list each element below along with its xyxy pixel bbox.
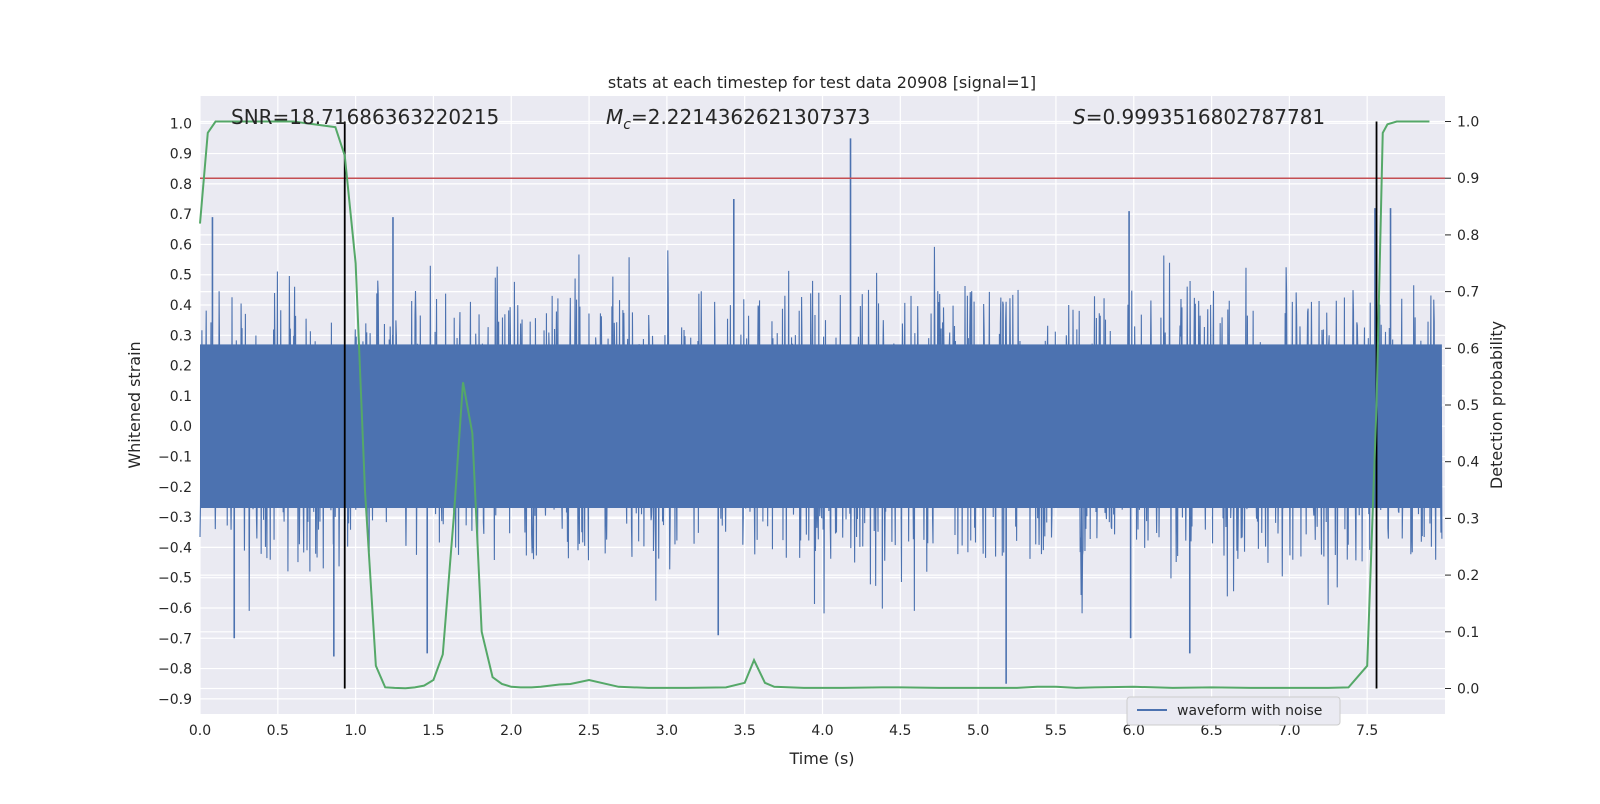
- y-tick-label: −0.9: [158, 692, 192, 708]
- y2-tick-label: 0.4: [1457, 455, 1479, 471]
- y2-tick-label: 0.2: [1457, 568, 1479, 584]
- y-tick-labels: 1.0 0.9 0.8 0.7 0.6 0.5 0.4 0.3 0.2 0.1 0.0 −0.1 −0.…: [158, 116, 192, 708]
- chart-title: stats at each timestep for test data 209…: [608, 73, 1036, 92]
- x-tick-label: 3.0: [656, 723, 678, 739]
- y-tick-label: −0.8: [158, 662, 192, 678]
- waveform-core-band: [200, 344, 1442, 508]
- y2-tick-label: 0.0: [1457, 681, 1479, 697]
- y2-tick-label: 0.6: [1457, 341, 1479, 357]
- y-tick-label: 0.7: [170, 207, 192, 223]
- y-tick-label: −0.5: [158, 571, 192, 587]
- y2-tick-label: 0.5: [1457, 398, 1479, 414]
- y-tick-label: 0.5: [170, 268, 192, 284]
- chirp-mass-subscript: c: [623, 117, 631, 133]
- score-value: =0.9993516802787781: [1086, 105, 1325, 129]
- y-tick-label: 1.0: [170, 116, 192, 132]
- snr-annotation: SNR=18.71686363220215: [231, 105, 499, 129]
- y2-tick-label: 0.3: [1457, 511, 1479, 527]
- x-tick-label: 2.0: [500, 723, 522, 739]
- x-tick-labels: 0.0 0.5 1.0 1.5 2.0 2.5 3.0 3.5 4.0 4.5 5.0 5.5 6.0 6…: [189, 723, 1378, 739]
- x-tick-label: 0.5: [267, 723, 289, 739]
- y2-tick-label: 0.9: [1457, 171, 1479, 187]
- y-tick-label: −0.3: [158, 510, 192, 526]
- y2-tick-labels: 1.0 0.9 0.8 0.7 0.6 0.5 0.4 0.3 0.2 0.1 0.0: [1445, 115, 1479, 697]
- x-tick-label: 3.5: [734, 723, 756, 739]
- x-tick-label: 1.0: [344, 723, 366, 739]
- probability-line: [199, 120, 1430, 690]
- y-tick-label: 0.9: [170, 147, 192, 163]
- chirp-mass-annotation: Mc=2.2214362621307373: [606, 105, 870, 133]
- y-tick-label: 0.4: [170, 298, 192, 314]
- score-symbol: S: [1073, 105, 1086, 129]
- x-tick-label: 1.5: [422, 723, 444, 739]
- x-tick-label: 7.5: [1356, 723, 1378, 739]
- legend-box: [1126, 696, 1341, 726]
- x-tick-label: 6.0: [1123, 723, 1145, 739]
- x-axis-label: Time (s): [788, 749, 854, 768]
- x-tick-label: 4.5: [889, 723, 911, 739]
- y-tick-label: −0.1: [158, 450, 192, 466]
- probability-series: [199, 120, 1430, 690]
- y-tick-label: 0.2: [170, 359, 192, 375]
- legend: waveform with noise: [1126, 696, 1341, 726]
- legend-entry: waveform with noise: [1177, 703, 1322, 719]
- x-tick-label: 2.5: [578, 723, 600, 739]
- x-tick-label: 7.0: [1278, 723, 1300, 739]
- x-tick-label: 5.5: [1045, 723, 1067, 739]
- y2-tick-label: 1.0: [1457, 115, 1479, 131]
- y-tick-label: 0.8: [170, 177, 192, 193]
- x-tick-label: 0.0: [189, 723, 211, 739]
- y-tick-label: 0.6: [170, 237, 192, 253]
- chirp-mass-value: =2.2214362621307373: [631, 105, 870, 129]
- y-tick-label: −0.7: [158, 631, 192, 647]
- x-tick-label: 6.5: [1200, 723, 1222, 739]
- y2-tick-label: 0.1: [1457, 625, 1479, 641]
- x-tick-label: 4.0: [811, 723, 833, 739]
- score-annotation: S=0.9993516802787781: [1073, 105, 1325, 129]
- x-tick-label: 5.0: [967, 723, 989, 739]
- y-axis-label: Whitened strain: [125, 341, 144, 468]
- y-tick-label: −0.6: [158, 601, 192, 617]
- chirp-mass-symbol: M: [606, 105, 623, 129]
- waveform-series: [199, 138, 1443, 684]
- y-tick-label: 0.0: [170, 419, 192, 435]
- y-tick-label: 0.3: [170, 328, 192, 344]
- y-tick-label: −0.2: [158, 480, 192, 496]
- y-tick-label: −0.4: [158, 540, 192, 556]
- y2-tick-label: 0.8: [1457, 228, 1479, 244]
- y-tick-label: 0.1: [170, 389, 192, 405]
- y2-axis-label: Detection probability: [1487, 321, 1506, 489]
- y2-tick-label: 0.7: [1457, 285, 1479, 301]
